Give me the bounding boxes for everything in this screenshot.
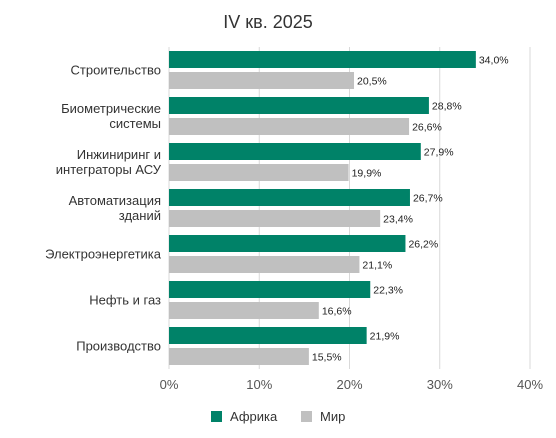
bar-africa <box>169 235 406 252</box>
data-label-world: 23,4% <box>383 214 413 226</box>
bar-world <box>169 256 360 273</box>
data-label-africa: 26,7% <box>413 193 443 205</box>
category-label: интеграторы АСУ <box>56 162 162 177</box>
bar-africa <box>169 97 429 114</box>
category-label: системы <box>109 116 161 131</box>
legend-swatch-africa <box>211 411 222 422</box>
bar-africa <box>169 51 476 68</box>
data-label-world: 20,5% <box>357 76 387 88</box>
category-label: Нефть и газ <box>89 293 161 308</box>
data-label-africa: 26,2% <box>408 239 438 251</box>
bar-africa <box>169 143 421 160</box>
bars-group <box>169 51 476 365</box>
data-label-world: 15,5% <box>312 352 342 364</box>
category-label: Производство <box>76 339 161 354</box>
data-label-world: 16,6% <box>322 306 352 318</box>
legend-label-africa: Африка <box>230 409 278 424</box>
gridlines <box>168 47 531 369</box>
legend-swatch-world <box>301 411 312 422</box>
x-tick-label: 10% <box>246 377 272 392</box>
bar-world <box>169 72 355 89</box>
data-label-africa: 34,0% <box>479 55 509 67</box>
bar-africa <box>169 189 410 206</box>
x-tick-label: 30% <box>427 377 453 392</box>
bar-world <box>169 118 410 135</box>
bar-world <box>169 302 319 319</box>
bar-africa <box>169 327 367 344</box>
bar-africa <box>169 281 371 298</box>
category-label: Биометрические <box>61 101 161 116</box>
bar-world <box>169 348 309 365</box>
category-label: зданий <box>119 208 161 223</box>
x-tick-label: 20% <box>336 377 362 392</box>
data-label-africa: 21,9% <box>370 331 400 343</box>
legend: Африка Мир <box>211 409 345 424</box>
x-tick-label: 40% <box>517 377 543 392</box>
data-labels-group: 34,0% 20,5% 28,8% 26,6% 27,9% 19,9% 26,7%23,4%… <box>312 55 509 364</box>
category-label: Автоматизация <box>69 193 161 208</box>
bar-world <box>169 164 349 181</box>
data-label-world: 26,6% <box>412 122 442 134</box>
chart-title: IV кв. 2025 <box>223 12 313 32</box>
x-axis-ticks: 0% 10% 20% 30% 40% <box>160 377 544 392</box>
data-label-world: 19,9% <box>352 168 382 180</box>
bar-world <box>169 210 381 227</box>
category-label: Строительство <box>71 63 161 78</box>
data-label-africa: 22,3% <box>373 285 403 297</box>
data-label-africa: 27,9% <box>424 147 454 159</box>
category-label: Инжиниринг и <box>77 147 161 162</box>
data-label-world: 21,1% <box>362 260 392 272</box>
legend-label-world: Мир <box>320 409 345 424</box>
data-label-africa: 28,8% <box>432 101 462 113</box>
category-label: Электроэнергетика <box>45 247 162 262</box>
x-tick-label: 0% <box>160 377 179 392</box>
